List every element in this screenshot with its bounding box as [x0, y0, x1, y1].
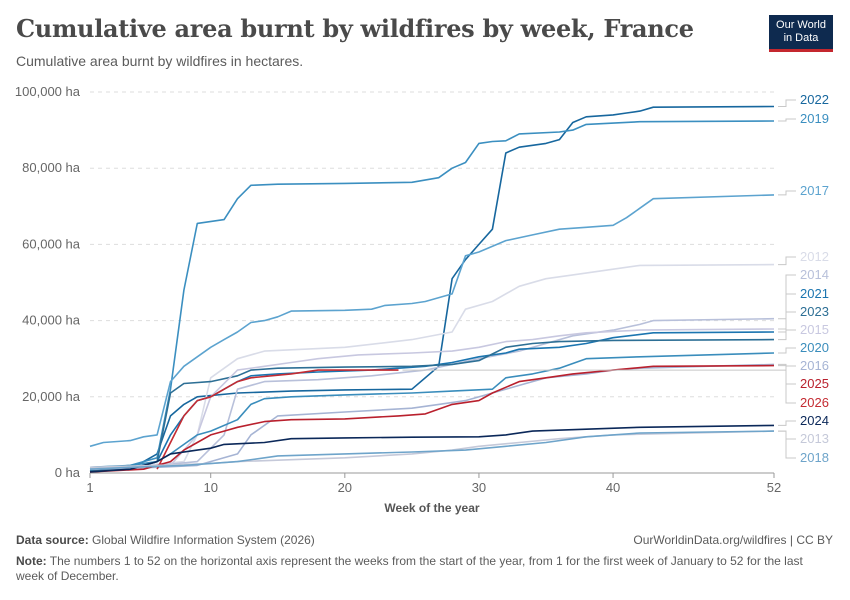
- legend-leader-2015: [778, 328, 796, 331]
- owid-logo[interactable]: Our World in Data: [769, 15, 833, 52]
- series-line-2025: [89, 364, 775, 473]
- legend-leader-2024: [778, 420, 796, 426]
- series-line-2019: [89, 120, 775, 470]
- legend-label-2024: 2024: [800, 413, 829, 428]
- note-label: Note:: [16, 554, 47, 568]
- legend-leader-2012: [778, 256, 796, 266]
- y-tick-label: 80,000 ha: [22, 160, 81, 175]
- legend-label-2020: 2020: [800, 340, 829, 355]
- legend-leader-2021: [778, 293, 796, 333]
- x-tick-label: 52: [767, 480, 781, 495]
- series-line-2018: [89, 430, 775, 470]
- legend-leader-2023: [778, 311, 796, 341]
- legend-label-2017: 2017: [800, 183, 829, 198]
- legend-label-2016: 2016: [800, 358, 829, 373]
- legend-leader-2019: [778, 118, 796, 122]
- series-line-2023: [89, 338, 775, 472]
- series-line-2021: [89, 331, 775, 472]
- legend-label-2023: 2023: [800, 304, 829, 319]
- chart-title: Cumulative area burnt by wildfires by we…: [16, 14, 694, 43]
- data-source-text[interactable]: Global Wildfire Information System (2026…: [92, 533, 315, 547]
- y-tick-label: 20,000 ha: [22, 389, 81, 404]
- legend-label-2013: 2013: [800, 431, 829, 446]
- data-source: Data source: Global Wildfire Information…: [16, 533, 315, 547]
- legend-label-2022: 2022: [800, 92, 829, 107]
- x-tick-label: 1: [86, 480, 93, 495]
- y-tick-label: 40,000 ha: [22, 313, 81, 328]
- y-tick-label: 60,000 ha: [22, 236, 81, 251]
- legend-leader-2022: [778, 99, 796, 107]
- x-tick-label: 20: [338, 480, 352, 495]
- series-line-2015: [89, 328, 775, 470]
- data-source-label: Data source:: [16, 533, 89, 547]
- series-line-2020: [89, 352, 775, 469]
- x-tick-label: 30: [472, 480, 486, 495]
- legend-label-2015: 2015: [800, 322, 829, 337]
- chart-subtitle: Cumulative area burnt by wildfires in he…: [16, 53, 304, 69]
- line-chart: 0 ha 20,000 ha 40,000 ha 60,000 ha 80,000 ha…: [15, 84, 829, 515]
- legend-label-2012: 2012: [800, 249, 829, 264]
- x-tick-label: 40: [606, 480, 620, 495]
- legend-label-2026: 2026: [800, 395, 829, 410]
- series-line-2012: [89, 263, 775, 469]
- legend-label-2021: 2021: [800, 286, 829, 301]
- legend-leader-2020: [778, 347, 796, 354]
- legend-label-2019: 2019: [800, 111, 829, 126]
- chart-note: Note: The numbers 1 to 52 on the horizon…: [16, 554, 831, 584]
- site-credit[interactable]: OurWorldinData.org/wildfires | CC BY: [633, 533, 833, 547]
- logo-line-1: Our World: [776, 19, 826, 31]
- series-line-2016: [89, 363, 775, 470]
- legend-label-2018: 2018: [800, 450, 829, 465]
- y-tick-label: 0 ha: [55, 465, 81, 480]
- series-line-2026: [156, 369, 399, 470]
- series-line-2014: [89, 317, 775, 470]
- note-text: The numbers 1 to 52 on the horizontal ax…: [16, 554, 803, 583]
- logo-line-2: in Data: [783, 32, 819, 44]
- legend-label-2025: 2025: [800, 376, 829, 391]
- legend-leader-2025: [778, 365, 796, 385]
- legend-leader-2026: [402, 369, 796, 404]
- x-tick-label: 10: [203, 480, 217, 495]
- series-line-2022: [89, 105, 775, 472]
- series-line-2017: [89, 194, 775, 448]
- x-axis-title: Week of the year: [384, 501, 479, 515]
- legend-label-2014: 2014: [800, 267, 829, 282]
- y-tick-label: 100,000 ha: [15, 84, 81, 99]
- legend-leader-2017: [778, 190, 796, 196]
- legend-leader-2013: [778, 430, 796, 440]
- series-line-2024: [89, 424, 775, 473]
- legend-leader-2018: [778, 430, 796, 459]
